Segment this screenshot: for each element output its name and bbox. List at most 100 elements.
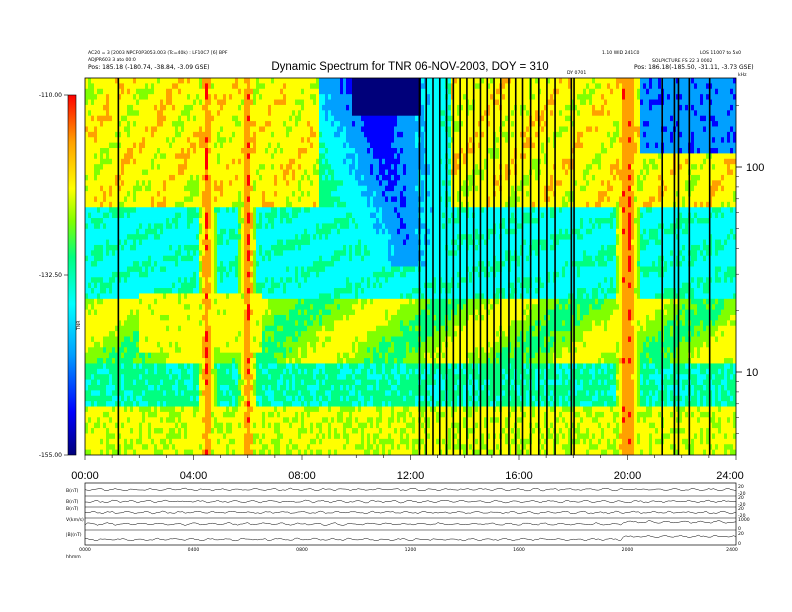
spectrum-cell	[295, 438, 299, 445]
spectrum-cell	[280, 137, 284, 144]
spectrum-cell	[244, 277, 248, 284]
spectrum-cell	[223, 153, 227, 160]
spectrum-cell	[253, 201, 257, 208]
spectrum-cell	[280, 223, 284, 230]
spectrum-cell	[274, 153, 278, 160]
spectrum-cell	[151, 250, 155, 257]
spectrum-cell	[124, 347, 128, 354]
spectrum-cell	[220, 180, 224, 187]
spectrum-cell	[85, 422, 89, 429]
spectrum-cell	[268, 314, 272, 321]
spectrum-cell	[286, 325, 290, 332]
spectrum-cell	[283, 341, 287, 348]
spectrum-cell	[127, 341, 131, 348]
spectrum-cell	[295, 244, 299, 251]
spectrum-cell	[139, 126, 143, 133]
spectrum-cell	[100, 395, 104, 402]
spectrum-cell	[97, 126, 101, 133]
spectrum-cell	[253, 121, 257, 127]
spectrum-cell	[139, 271, 143, 278]
spectrum-cell	[154, 411, 158, 418]
spectrum-cell	[94, 164, 98, 170]
spectrum-cell	[208, 126, 212, 133]
spectrum-cell	[121, 164, 125, 170]
spectrum-cell	[91, 255, 95, 262]
spectrum-cell	[235, 174, 239, 181]
spectrum-cell	[142, 164, 146, 170]
spectrum-cell	[238, 298, 242, 305]
spectrum-cell	[145, 244, 149, 251]
spectrum-cell	[133, 228, 137, 235]
spectrum-cell	[280, 261, 284, 267]
spectrum-cell	[175, 444, 179, 451]
spectrum-cell	[205, 336, 209, 343]
spectrum-cell	[157, 234, 161, 240]
spectrum-cell	[127, 390, 131, 397]
spectrum-cell	[115, 191, 119, 197]
spectrum-cell	[202, 417, 206, 424]
spectrum-cell	[154, 201, 158, 208]
spectrum-cell	[139, 341, 143, 348]
spectrum-cell	[190, 395, 194, 402]
spectrum-cell	[160, 174, 164, 181]
spectrum-cell	[271, 374, 275, 380]
spectrum-cell	[247, 212, 251, 219]
spectrum-cell	[277, 191, 281, 197]
spectrum-cell	[274, 121, 278, 127]
spectrum-cell	[190, 185, 194, 192]
spectrum-cell	[100, 88, 104, 95]
spectrum-cell	[154, 239, 158, 246]
spectrum-cell	[157, 196, 161, 203]
spectrum-cell	[130, 304, 134, 310]
spectrum-cell	[166, 104, 170, 111]
spectrum-cell	[265, 261, 269, 267]
spectrum-cell	[115, 158, 119, 165]
spectrum-cell	[181, 293, 185, 300]
spectrum-cell	[136, 126, 140, 133]
spectrum-cell	[133, 218, 137, 224]
spectrum-cell	[268, 174, 272, 181]
spectrum-cell	[190, 104, 194, 111]
spectrum-cell	[166, 411, 170, 418]
spectrum-cell	[262, 417, 266, 424]
spectrum-cell	[160, 218, 164, 224]
spectrum-cell	[235, 271, 239, 278]
spectrum-cell	[181, 358, 185, 364]
spectrum-cell	[181, 363, 185, 370]
spectrum-cell	[256, 234, 260, 240]
spectrum-cell	[229, 401, 233, 407]
spectrum-cell	[238, 228, 242, 235]
spectrum-cell	[190, 271, 194, 278]
spectrum-cell	[163, 142, 167, 149]
spectrum-cell	[202, 94, 206, 100]
spectrum-cell	[145, 185, 149, 192]
spectrum-cell	[259, 309, 263, 316]
spectrum-cell	[184, 271, 188, 278]
spectrum-cell	[112, 341, 116, 348]
spectrum-cell	[292, 207, 296, 214]
spectrum-cell	[166, 137, 170, 144]
spectrum-cell	[106, 244, 110, 251]
spectrum-cell	[97, 212, 101, 219]
spectrum-cell	[271, 347, 275, 354]
spectrum-cell	[211, 148, 215, 154]
spectrum-cell	[178, 309, 182, 316]
spectrum-cell	[133, 164, 137, 170]
spectrum-cell	[85, 164, 89, 170]
spectrum-cell	[184, 314, 188, 321]
spectrum-cell	[295, 417, 299, 424]
spectrum-cell	[160, 110, 164, 117]
spectrum-cell	[130, 131, 134, 138]
spectrum-cell	[118, 137, 122, 144]
spectrum-cell	[196, 298, 200, 305]
spectrum-cell	[226, 449, 230, 455]
spectrum-cell	[232, 207, 236, 214]
spectrum-cell	[232, 266, 236, 273]
spectrum-cell	[127, 331, 131, 337]
spectrum-cell	[277, 277, 281, 284]
spectrum-cell	[181, 94, 185, 100]
spectrum-cell	[187, 126, 191, 133]
spectrum-cell	[280, 207, 284, 214]
spectrum-cell	[154, 99, 158, 106]
spectrum-cell	[292, 99, 296, 106]
